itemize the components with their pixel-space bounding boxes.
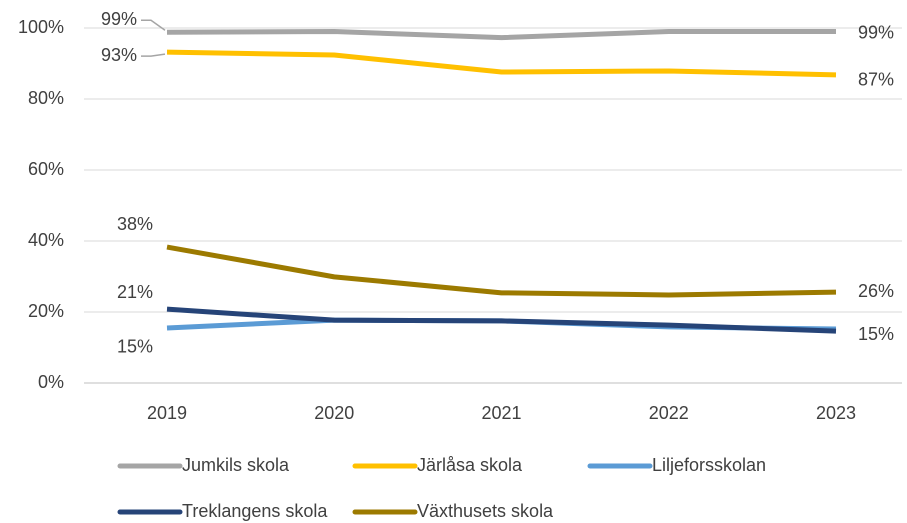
legend-label: Järlåsa skola — [417, 455, 523, 475]
x-tick-label: 2020 — [314, 403, 354, 423]
series-line — [166, 306, 837, 334]
legend-label: Jumkils skola — [182, 455, 290, 475]
y-tick-label: 0% — [38, 372, 64, 392]
leader-line — [141, 53, 166, 57]
x-tick-label: 2021 — [481, 403, 521, 423]
data-label: 21% — [117, 282, 153, 302]
x-tick-label: 2023 — [816, 403, 856, 423]
legend-label: Växthusets skola — [417, 501, 554, 521]
leader-line — [141, 19, 166, 31]
series-line — [166, 29, 836, 41]
data-label: 38% — [117, 214, 153, 234]
legend-label: Liljeforsskolan — [652, 455, 766, 475]
y-tick-label: 40% — [28, 230, 64, 250]
y-tick-label: 100% — [18, 17, 64, 37]
data-label: 99% — [858, 22, 894, 42]
data-label: 15% — [117, 337, 153, 357]
data-label: 26% — [858, 281, 894, 301]
data-label: 93% — [101, 45, 137, 65]
legend-label: Treklangens skola — [182, 501, 328, 521]
y-tick-label: 80% — [28, 88, 64, 108]
x-tick-label: 2022 — [649, 403, 689, 423]
data-label: 15% — [858, 324, 894, 344]
x-tick-label: 2019 — [147, 403, 187, 423]
y-tick-label: 20% — [28, 301, 64, 321]
series-line — [166, 244, 837, 298]
series-line — [166, 49, 837, 78]
data-label: 87% — [858, 70, 894, 90]
y-tick-label: 60% — [28, 159, 64, 179]
data-label: 99% — [101, 9, 137, 29]
